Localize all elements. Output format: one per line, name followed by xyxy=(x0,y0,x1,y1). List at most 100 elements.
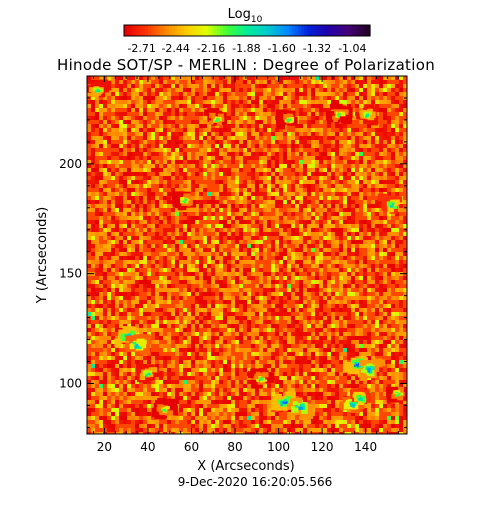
colorbar-cell xyxy=(355,25,359,36)
polarization-region xyxy=(125,334,152,355)
polarization-region xyxy=(377,193,403,214)
colorbar-cell xyxy=(151,25,155,36)
timestamp: 9-Dec-2020 16:20:05.566 xyxy=(178,475,332,489)
colorbar-cell xyxy=(352,25,356,36)
colorbar-cell xyxy=(304,25,308,36)
chart-title: Hinode SOT/SP - MERLIN : Degree of Polar… xyxy=(57,56,435,74)
y-tick-label: 100 xyxy=(59,376,82,390)
colorbar-cell xyxy=(328,25,332,36)
colorbar-cell xyxy=(238,25,242,36)
colorbar-cell xyxy=(181,25,185,36)
colorbar-cell xyxy=(289,25,293,36)
polarization-region xyxy=(135,364,164,383)
colorbar-cell xyxy=(259,25,263,36)
colorbar-cell xyxy=(367,25,371,36)
polarization-region xyxy=(87,79,112,98)
colorbar-cell xyxy=(208,25,212,36)
colorbar-tick-label: -2.44 xyxy=(161,42,189,55)
colorbar-cell xyxy=(199,25,203,36)
colorbar-cell xyxy=(307,25,311,36)
colorbar-tick-labels: -2.71 -2.44 -2.16 -1.88 -1.60 -1.32 -1.04 xyxy=(127,42,366,55)
y-axis-label: Y (Arcseconds) xyxy=(35,207,50,304)
x-tick-label: 120 xyxy=(311,440,334,454)
colorbar-cell xyxy=(166,25,170,36)
colorbar-cell xyxy=(277,25,281,36)
colorbar-cell xyxy=(265,25,269,36)
colorbar-frame xyxy=(123,24,371,37)
colorbar-cell xyxy=(160,25,164,36)
colorbar-cell xyxy=(334,25,338,36)
y-axis: 100 150 200 xyxy=(59,75,407,428)
polarization-region xyxy=(287,397,313,419)
polarization-region xyxy=(359,358,386,381)
colorbar-cell xyxy=(343,25,347,36)
colorbar-cell xyxy=(346,25,350,36)
colorbar-cell xyxy=(142,25,146,36)
colorbar-cell xyxy=(214,25,218,36)
colorbar-cell xyxy=(169,25,173,36)
colorbar-tick-label: -1.88 xyxy=(232,42,260,55)
x-axis-label: X (Arcseconds) xyxy=(197,459,294,474)
colorbar-cell xyxy=(361,25,365,36)
polarization-region xyxy=(325,103,353,124)
colorbar-cell xyxy=(139,25,143,36)
x-tick-label: 100 xyxy=(267,440,290,454)
colorbar-cell xyxy=(241,25,245,36)
colorbar-cell xyxy=(211,25,215,36)
polarization-texture xyxy=(87,76,407,434)
colorbar-cell xyxy=(349,25,353,36)
polarization-region xyxy=(151,398,178,420)
colorbar-cell xyxy=(262,25,266,36)
colorbar-cell xyxy=(358,25,362,36)
polarization-region xyxy=(356,104,378,126)
colorbar-cell xyxy=(283,25,287,36)
colorbar-cell xyxy=(163,25,167,36)
colorbar-cell xyxy=(220,25,224,36)
colorbar-cell xyxy=(196,25,200,36)
y-tick-label: 200 xyxy=(59,157,82,171)
colorbar-cell xyxy=(319,25,323,36)
colorbar-tick-label: -2.16 xyxy=(197,42,225,55)
polarization-region xyxy=(248,368,275,389)
colorbar-cell xyxy=(235,25,239,36)
colorbar-cell xyxy=(154,25,158,36)
colorbar-tick-label: -1.60 xyxy=(267,42,295,55)
colorbar-cell xyxy=(127,25,131,36)
x-axis: 20 40 60 80 100 120 140 xyxy=(93,76,399,454)
colorbar-cell xyxy=(145,25,149,36)
colorbar-cell xyxy=(325,25,329,36)
colorbar-cell xyxy=(217,25,221,36)
colorbar-cell xyxy=(298,25,302,36)
colorbar-cell xyxy=(316,25,320,36)
colorbar-cell xyxy=(310,25,314,36)
colorbar-cell xyxy=(178,25,182,36)
colorbar-cell xyxy=(340,25,344,36)
colorbar-cell xyxy=(175,25,179,36)
colorbar-cell xyxy=(337,25,341,36)
polarization-region xyxy=(271,391,296,411)
polarization-region xyxy=(386,386,407,403)
colorbar-cell xyxy=(271,25,275,36)
colorbar-tick-label: -1.32 xyxy=(303,42,331,55)
x-tick-label: 20 xyxy=(97,440,112,454)
colorbar-cell xyxy=(331,25,335,36)
colorbar-cell xyxy=(301,25,305,36)
colorbar-cell xyxy=(184,25,188,36)
plot-frame xyxy=(86,75,408,435)
colorbar-cell xyxy=(148,25,152,36)
colorbar-cell xyxy=(193,25,197,36)
colorbar-cell xyxy=(157,25,161,36)
colorbar-cell xyxy=(322,25,326,36)
colorbar-cell xyxy=(136,25,140,36)
colorbar-cell xyxy=(280,25,284,36)
colorbar-cell xyxy=(244,25,248,36)
colorbar-label: Log10 xyxy=(228,7,263,25)
x-tick-label: 40 xyxy=(140,440,155,454)
colorbar-cell xyxy=(133,25,137,36)
colorbar-cell xyxy=(247,25,251,36)
heatmap-area xyxy=(87,76,407,434)
colorbar-cell xyxy=(187,25,191,36)
colorbar-cell xyxy=(295,25,299,36)
colorbar-cell xyxy=(364,25,368,36)
colorbar-cell xyxy=(226,25,230,36)
